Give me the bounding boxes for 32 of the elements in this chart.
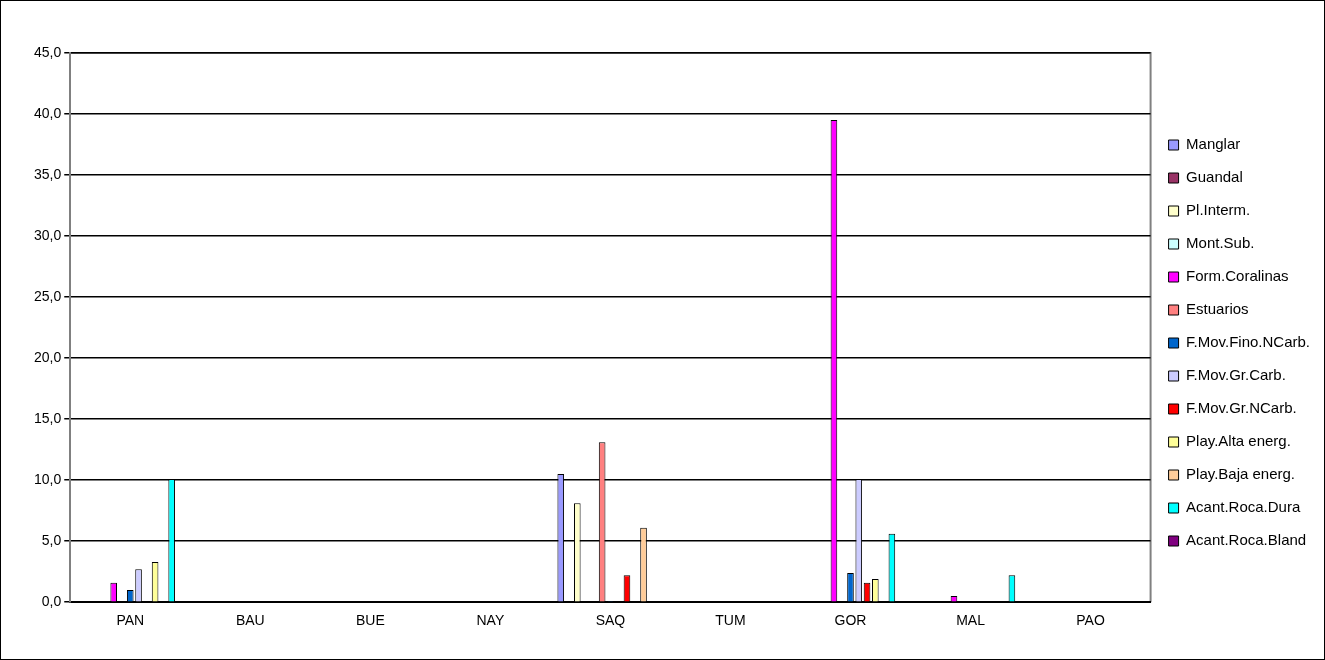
x-tick-label: PAO (1076, 612, 1105, 629)
x-tick-label: BUE (355, 612, 385, 629)
legend-label: Acant.Roca.Dura (1186, 498, 1301, 516)
y-tick-label: 20,0 (34, 348, 62, 365)
legend-label: F.Mov.Gr.Carb. (1186, 366, 1286, 384)
y-tick-label: 10,0 (34, 471, 62, 488)
legend-label: Pl.Interm. (1186, 201, 1251, 219)
legend-label: F.Mov.Gr.NCarb. (1186, 399, 1297, 417)
x-tick-label: BAU (235, 612, 265, 629)
x-tick-label: MAL (956, 612, 986, 629)
x-tick-label: SAQ (595, 612, 626, 629)
y-tick-label: 45,0 (34, 43, 62, 60)
x-tick-label: PAN (116, 612, 145, 629)
y-tick-label: 5,0 (41, 532, 62, 549)
y-tick-label: 30,0 (34, 226, 62, 243)
legend-label: Mont.Sub. (1186, 234, 1255, 252)
legend-label: Estuarios (1186, 300, 1249, 318)
y-tick-label: 40,0 (34, 104, 62, 121)
x-tick-label: TUM (715, 612, 746, 629)
legend-label: Guandal (1186, 168, 1243, 186)
legend-label: Play.Alta energ. (1186, 432, 1291, 450)
legend-label: Manglar (1186, 135, 1241, 153)
x-tick-label: NAY (476, 612, 505, 629)
y-tick-label: 0,0 (41, 593, 62, 610)
legend-label: Form.Coralinas (1186, 267, 1289, 285)
legend-label: Acant.Roca.Bland (1186, 531, 1307, 549)
legend-label: F.Mov.Fino.NCarb. (1186, 333, 1310, 351)
y-tick-label: 25,0 (34, 287, 62, 304)
x-tick-label: GOR (834, 612, 867, 629)
legend-label: Play.Baja energ. (1186, 465, 1296, 483)
y-tick-label: 35,0 (34, 165, 62, 182)
y-tick-label: 15,0 (34, 409, 62, 426)
